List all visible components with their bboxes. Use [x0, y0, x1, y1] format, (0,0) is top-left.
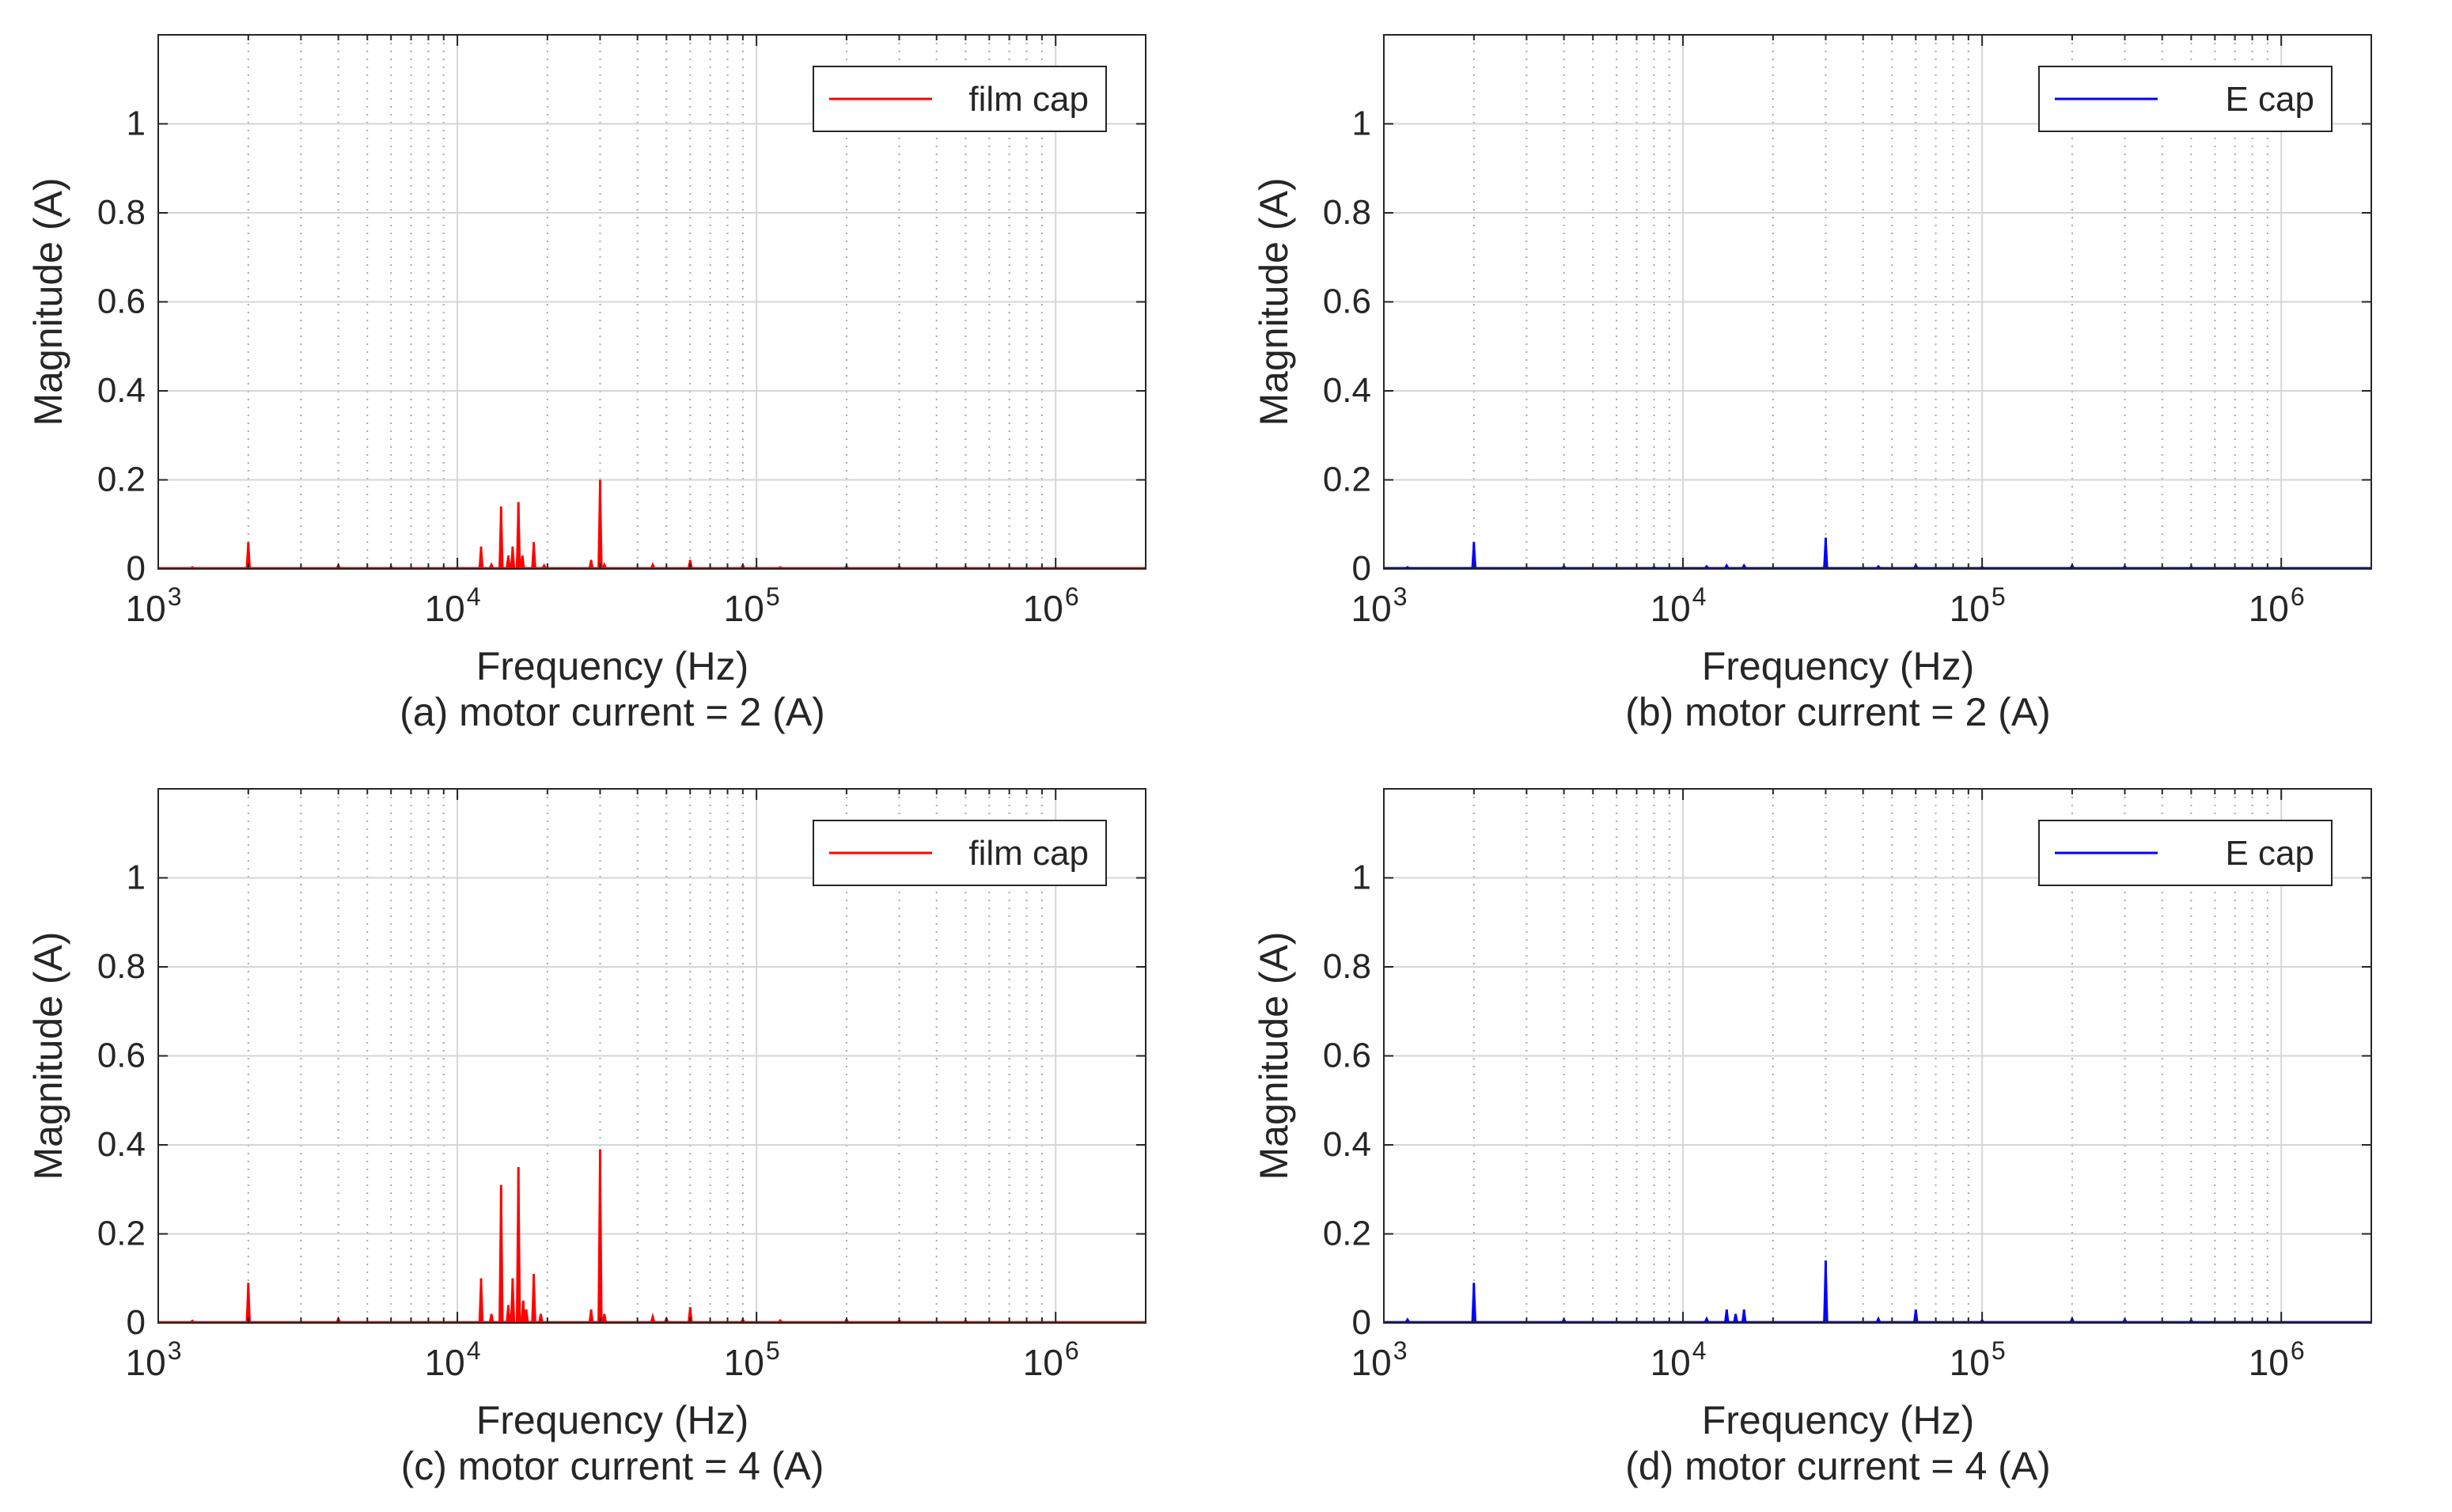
panel-caption: (d) motor current = 4 (A)	[1625, 1444, 2051, 1488]
y-tick-label: 0.2	[1323, 1215, 1371, 1253]
chart-b: 0 0.2 0.4 0.6 0.8 1 103 104 105 106 Frequency (Hz)…	[1252, 34, 2372, 734]
x-tick-label: 104	[1650, 1336, 1707, 1383]
y-tick-label: 1	[1352, 104, 1371, 143]
y-tick-label: 0	[127, 549, 146, 588]
x-tick-label: 106	[2249, 1336, 2305, 1383]
legend-label: film cap	[968, 834, 1089, 873]
y-tick-label: 0.2	[97, 460, 146, 499]
x-tick-label: 103	[1351, 582, 1408, 629]
y-tick-label: 0.6	[1323, 282, 1371, 321]
x-tick-label: 104	[1650, 582, 1707, 629]
y-tick-label: 1	[1352, 858, 1371, 897]
x-tick-label: 104	[425, 582, 481, 629]
panel-caption: (c) motor current = 4 (A)	[401, 1444, 824, 1488]
y-tick-label: 0.4	[1323, 371, 1371, 410]
series-line-0	[158, 1149, 1146, 1324]
chart-a: 0 0.2 0.4 0.6 0.8 1 103 104 105 106 Frequency (Hz)…	[26, 34, 1146, 734]
x-tick-label: 105	[1950, 582, 2006, 629]
y-tick-label: 0.4	[97, 1125, 146, 1164]
x-tick-exponent: 6	[2291, 582, 2305, 611]
y-tick-label: 0.8	[97, 193, 146, 232]
series-line-0	[1384, 1260, 2371, 1324]
y-axis-label: Magnitude (A)	[26, 931, 70, 1180]
x-tick-exponent: 5	[1992, 582, 2006, 611]
panel-caption: (b) motor current = 2 (A)	[1625, 690, 2051, 734]
x-tick-exponent: 3	[1393, 1336, 1408, 1365]
chart-panel-a: 0 0.2 0.4 0.6 0.8 1 103 104 105 106 Frequency (Hz)…	[0, 0, 1226, 754]
x-tick-exponent: 4	[467, 1336, 481, 1365]
legend-label: E cap	[2225, 834, 2314, 873]
x-tick-exponent: 5	[766, 1336, 780, 1365]
y-tick-label: 0.2	[1323, 460, 1371, 499]
y-axis-label: Magnitude (A)	[1252, 931, 1296, 1180]
y-tick-label: 0.8	[1323, 947, 1371, 986]
y-tick-label: 0.4	[1323, 1125, 1371, 1164]
y-tick-label: 0.6	[97, 282, 146, 321]
legend-label: film cap	[968, 80, 1089, 119]
y-tick-label: 0.8	[97, 947, 146, 986]
chart-c: 0 0.2 0.4 0.6 0.8 1 103 104 105 106 Frequency (Hz)…	[26, 788, 1146, 1488]
y-tick-label: 0	[127, 1303, 146, 1342]
x-tick-exponent: 6	[1065, 1336, 1079, 1365]
x-tick-label: 103	[1351, 1336, 1408, 1383]
x-tick-exponent: 6	[1065, 582, 1079, 611]
x-tick-exponent: 4	[467, 582, 481, 611]
x-tick-exponent: 4	[1692, 1336, 1707, 1365]
x-tick-label: 104	[425, 1336, 481, 1383]
x-tick-label: 105	[724, 582, 780, 629]
y-tick-label: 0.2	[97, 1215, 146, 1253]
x-axis-label: Frequency (Hz)	[476, 644, 749, 688]
y-axis-label: Magnitude (A)	[1252, 177, 1296, 426]
chart-panel-d: 0 0.2 0.4 0.6 0.8 1 103 104 105 106 Frequency (Hz)…	[1226, 754, 2452, 1508]
y-axis-label: Magnitude (A)	[26, 177, 70, 426]
series-line-0	[1384, 537, 2371, 570]
panel-caption: (a) motor current = 2 (A)	[400, 690, 825, 734]
chart-panel-c: 0 0.2 0.4 0.6 0.8 1 103 104 105 106 Frequency (Hz)…	[0, 754, 1226, 1508]
x-axis-label: Frequency (Hz)	[1702, 644, 1975, 688]
y-tick-label: 1	[127, 858, 146, 897]
y-tick-label: 0.6	[97, 1036, 146, 1075]
x-tick-label: 106	[2249, 582, 2305, 629]
y-tick-label: 0.4	[97, 371, 146, 410]
y-tick-label: 0.6	[1323, 1036, 1371, 1075]
chart-d: 0 0.2 0.4 0.6 0.8 1 103 104 105 106 Frequency (Hz)…	[1252, 788, 2372, 1488]
x-axis-label: Frequency (Hz)	[1702, 1398, 1975, 1442]
chart-panel-b: 0 0.2 0.4 0.6 0.8 1 103 104 105 106 Frequency (Hz)…	[1226, 0, 2452, 754]
x-tick-exponent: 4	[1692, 582, 1707, 611]
x-tick-label: 103	[126, 582, 182, 629]
x-tick-exponent: 5	[1992, 1336, 2006, 1365]
x-tick-exponent: 5	[766, 582, 780, 611]
x-axis-label: Frequency (Hz)	[476, 1398, 749, 1442]
y-tick-label: 1	[127, 104, 146, 143]
x-tick-label: 106	[1023, 582, 1079, 629]
y-tick-label: 0.8	[1323, 193, 1371, 232]
legend-label: E cap	[2225, 80, 2314, 119]
y-tick-label: 0	[1352, 549, 1371, 588]
x-tick-exponent: 6	[2291, 1336, 2305, 1365]
x-tick-label: 105	[1950, 1336, 2006, 1383]
x-tick-label: 105	[724, 1336, 780, 1383]
x-tick-label: 103	[126, 1336, 182, 1383]
y-tick-label: 0	[1352, 1303, 1371, 1342]
x-tick-exponent: 3	[1393, 582, 1408, 611]
x-tick-exponent: 3	[168, 582, 182, 611]
x-tick-label: 106	[1023, 1336, 1079, 1383]
x-tick-exponent: 3	[168, 1336, 182, 1365]
